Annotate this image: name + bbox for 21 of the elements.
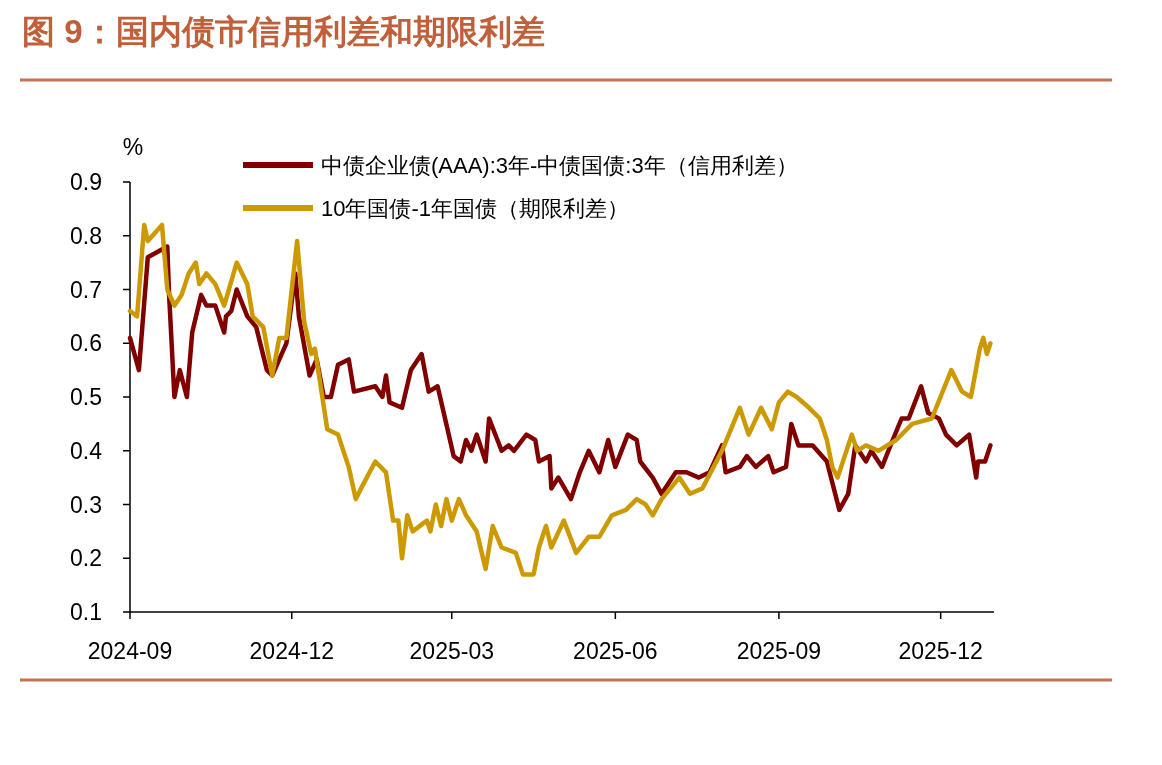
line-series bbox=[127, 222, 993, 577]
chart-title: 图 9：国内债市信用利差和期限利差 bbox=[22, 13, 545, 50]
y-tick-label: 0.4 bbox=[70, 437, 103, 464]
x-tick-label: 2025-12 bbox=[898, 638, 983, 664]
x-tick-label: 2024-09 bbox=[87, 638, 173, 664]
legend-label: 10年国债-1年国债（期限利差） bbox=[321, 196, 630, 221]
x-tick-label: 2024-12 bbox=[249, 638, 334, 664]
y-tick-label: 0.3 bbox=[70, 491, 102, 518]
y-axis-title: % bbox=[122, 134, 144, 160]
x-tick-label: 2025-09 bbox=[736, 638, 822, 664]
y-tick-label: 0.7 bbox=[70, 276, 102, 303]
y-tick-label: 0.5 bbox=[70, 384, 102, 410]
x-tick-label: 2025-06 bbox=[573, 638, 658, 664]
y-tick-label: 0.8 bbox=[70, 222, 102, 249]
y-tick-label: 0.9 bbox=[70, 169, 102, 195]
legend-label: 中债企业债(AAA):3年-中债国债:3年（信用利差） bbox=[321, 153, 798, 178]
line-series bbox=[127, 244, 993, 513]
y-tick-label: 0.1 bbox=[70, 599, 102, 625]
y-tick-label: 0.2 bbox=[70, 545, 102, 572]
y-tick-label: 0.6 bbox=[70, 330, 102, 357]
x-tick-label: 2025-03 bbox=[409, 638, 494, 664]
